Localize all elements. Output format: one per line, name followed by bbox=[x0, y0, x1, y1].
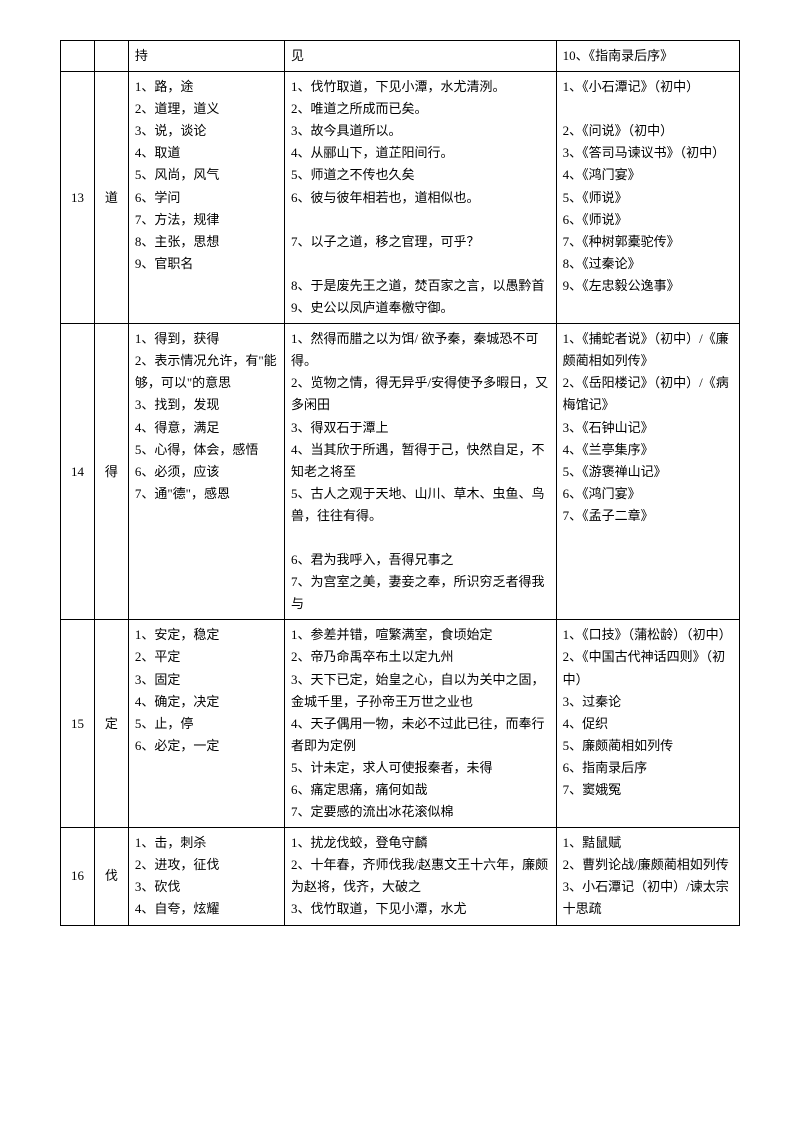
sources: 10、《指南录后序》 bbox=[556, 41, 739, 72]
examples: 1、然得而腊之以为饵/ 欲予秦，秦城恐不可得。 2、览物之情，得无异乎/安得使予… bbox=[285, 324, 557, 620]
row-number bbox=[61, 41, 95, 72]
row-number: 13 bbox=[61, 72, 95, 324]
character: 得 bbox=[94, 324, 128, 620]
character: 道 bbox=[94, 72, 128, 324]
table-row: 14得1、得到，获得 2、表示情况允许，有"能够，可以"的意思 3、找到，发现 … bbox=[61, 324, 740, 620]
examples: 1、伐竹取道，下见小潭，水尤清洌。 2、唯道之所成而已矣。 3、故今具道所以。 … bbox=[285, 72, 557, 324]
sources: 1、《捕蛇者说》（初中）/《廉颇蔺相如列传》 2、《岳阳楼记》（初中）/《病梅馆… bbox=[556, 324, 739, 620]
vocabulary-table: 持见10、《指南录后序》13道1、路，途 2、道理，道义 3、说，谈论 4、取道… bbox=[60, 40, 740, 926]
character: 定 bbox=[94, 620, 128, 828]
sources: 1、《小石潭记》（初中） 2、《问说》（初中） 3、《答司马谏议书》（初中） 4… bbox=[556, 72, 739, 324]
character bbox=[94, 41, 128, 72]
row-number: 14 bbox=[61, 324, 95, 620]
table-row: 16伐1、击，刺杀 2、进攻，征伐 3、砍伐 4、自夸，炫耀1、扰龙伐蛟，登龟守… bbox=[61, 828, 740, 925]
sources: 1、黠鼠赋 2、曹刿论战/廉颇蔺相如列传 3、小石潭记（初中）/谏太宗十思疏 bbox=[556, 828, 739, 925]
table-row: 持见10、《指南录后序》 bbox=[61, 41, 740, 72]
definitions: 1、安定，稳定 2、平定 3、固定 4、确定，决定 5、止，停 6、必定，一定 bbox=[128, 620, 284, 828]
character: 伐 bbox=[94, 828, 128, 925]
examples: 见 bbox=[285, 41, 557, 72]
definitions: 持 bbox=[128, 41, 284, 72]
examples: 1、扰龙伐蛟，登龟守麟 2、十年春，齐师伐我/赵惠文王十六年，廉颇为赵将，伐齐，… bbox=[285, 828, 557, 925]
definitions: 1、路，途 2、道理，道义 3、说，谈论 4、取道 5、风尚，风气 6、学问 7… bbox=[128, 72, 284, 324]
table-row: 13道1、路，途 2、道理，道义 3、说，谈论 4、取道 5、风尚，风气 6、学… bbox=[61, 72, 740, 324]
examples: 1、参差并错，喧繁满室，食顷始定 2、帝乃命禹卒布土以定九州 3、天下已定，始皇… bbox=[285, 620, 557, 828]
row-number: 15 bbox=[61, 620, 95, 828]
row-number: 16 bbox=[61, 828, 95, 925]
definitions: 1、得到，获得 2、表示情况允许，有"能够，可以"的意思 3、找到，发现 4、得… bbox=[128, 324, 284, 620]
definitions: 1、击，刺杀 2、进攻，征伐 3、砍伐 4、自夸，炫耀 bbox=[128, 828, 284, 925]
sources: 1、《口技》（蒲松龄）（初中） 2、《中国古代神话四则》（初中） 3、过秦论 4… bbox=[556, 620, 739, 828]
table-row: 15定1、安定，稳定 2、平定 3、固定 4、确定，决定 5、止，停 6、必定，… bbox=[61, 620, 740, 828]
